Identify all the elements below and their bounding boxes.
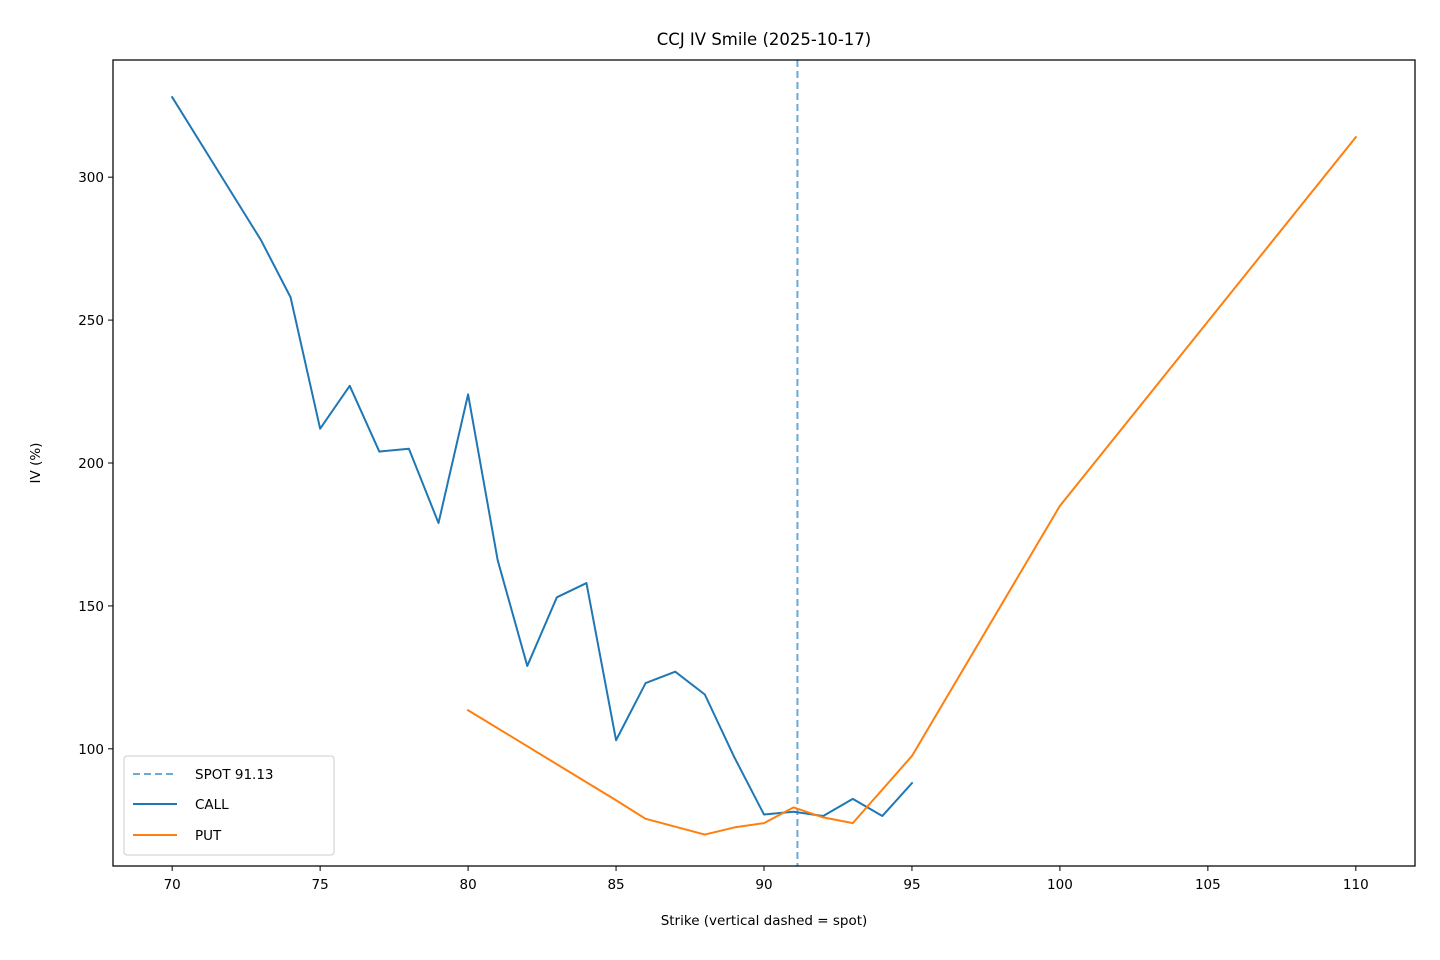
x-tick-label: 105 — [1195, 877, 1221, 893]
x-tick-label: 90 — [755, 877, 772, 893]
x-tick-label: 100 — [1047, 877, 1073, 893]
y-axis-label: IV (%) — [28, 443, 44, 484]
y-tick-label: 200 — [78, 456, 104, 472]
x-tick-label: 95 — [903, 877, 920, 893]
x-axis-ticks: 70 75 80 85 90 95 100 105 110 — [164, 866, 1369, 893]
y-axis-ticks: 100 150 200 250 300 — [78, 170, 113, 758]
y-tick-label: 250 — [78, 313, 104, 329]
plot-area — [170, 60, 1358, 866]
series-line-call — [170, 95, 914, 817]
x-axis-label: Strike (vertical dashed = spot) — [661, 913, 868, 929]
legend-box — [123, 755, 335, 856]
y-tick-label: 150 — [78, 599, 104, 615]
y-tick-label: 100 — [78, 742, 104, 758]
x-tick-label: 70 — [164, 877, 181, 893]
legend: SPOT 91.13 CALL PUT — [123, 755, 335, 856]
x-tick-label: 75 — [312, 877, 329, 893]
y-tick-label: 300 — [78, 170, 104, 186]
legend-call-label: CALL — [195, 797, 229, 813]
x-tick-label: 85 — [607, 877, 624, 893]
x-tick-label: 110 — [1343, 877, 1369, 893]
series-line-put — [466, 135, 1358, 836]
legend-put-label: PUT — [195, 828, 222, 844]
legend-spot-label: SPOT 91.13 — [195, 767, 274, 783]
chart-title: CCJ IV Smile (2025-10-17) — [657, 30, 871, 49]
x-tick-label: 80 — [459, 877, 476, 893]
